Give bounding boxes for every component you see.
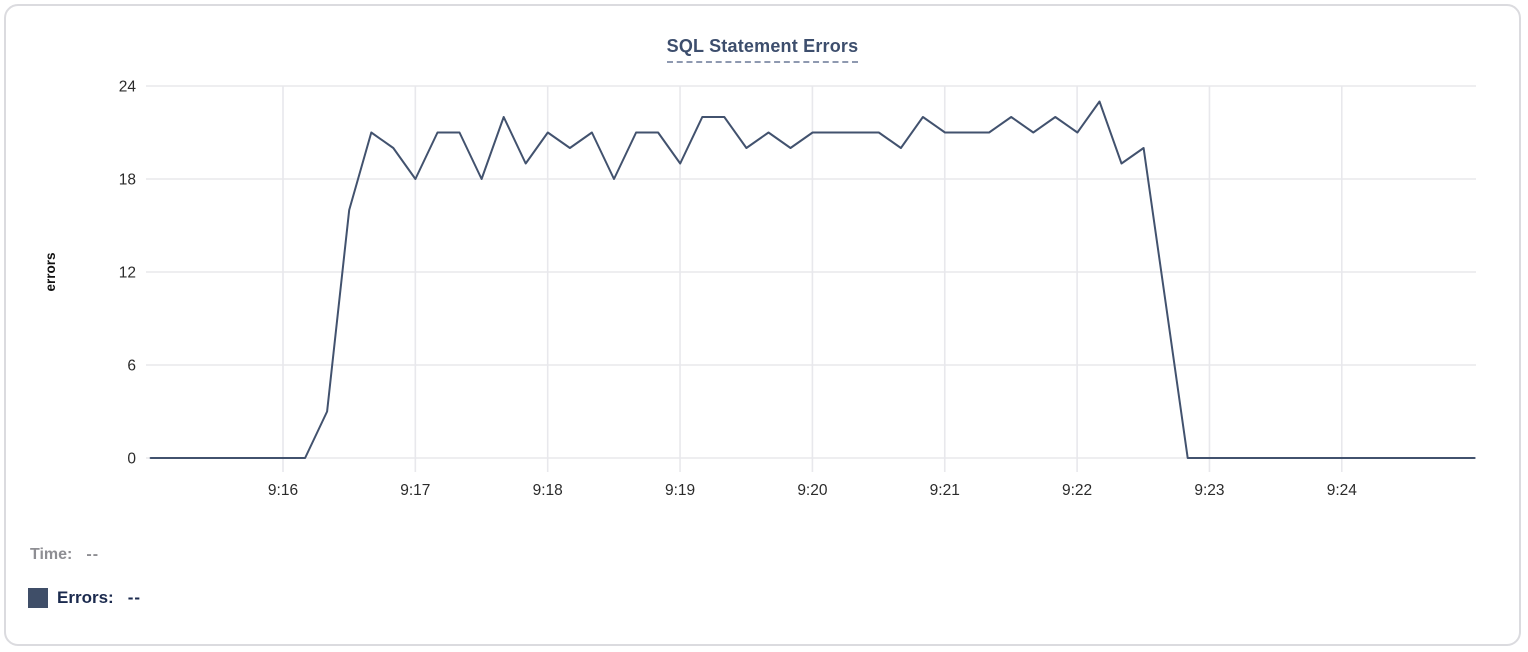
errors-readout-row: Errors: -- xyxy=(28,588,141,608)
y-tick-label: 6 xyxy=(127,358,136,375)
time-readout-value: -- xyxy=(86,546,100,563)
time-readout-row: Time: -- xyxy=(30,546,99,564)
x-tick-label: 9:20 xyxy=(797,482,828,499)
errors-series-swatch xyxy=(28,588,48,608)
x-tick-label: 9:21 xyxy=(930,482,960,499)
x-tick-label: 9:18 xyxy=(533,482,563,499)
errors-readout-value: -- xyxy=(127,588,142,607)
chart-title[interactable]: SQL Statement Errors xyxy=(666,36,859,63)
y-tick-label: 18 xyxy=(119,172,136,189)
y-tick-label: 0 xyxy=(127,451,136,468)
x-tick-label: 9:23 xyxy=(1194,482,1224,499)
errors-line-chart[interactable]: 0 6 12 18 24 9:16 9:17 9:18 9:19 9:20 9:21 9:22 9:23… xyxy=(6,6,1528,652)
x-tick-label: 9:19 xyxy=(665,482,695,499)
y-tick-label: 12 xyxy=(119,265,136,282)
x-tick-label: 9:22 xyxy=(1062,482,1092,499)
y-tick-label: 24 xyxy=(119,79,137,96)
x-tick-label: 9:17 xyxy=(400,482,430,499)
errors-readout-label: Errors: xyxy=(57,588,114,607)
chart-card: SQL Statement Errors 0 6 12 18 24 9:16 9:17 9:1… xyxy=(4,4,1521,646)
x-tick-label: 9:24 xyxy=(1327,482,1358,499)
errors-series-line xyxy=(149,100,1476,459)
time-readout-label: Time: xyxy=(30,546,73,563)
y-axis-title: errors xyxy=(43,252,58,291)
x-tick-label: 9:16 xyxy=(268,482,298,499)
chart-title-row: SQL Statement Errors xyxy=(6,36,1519,63)
